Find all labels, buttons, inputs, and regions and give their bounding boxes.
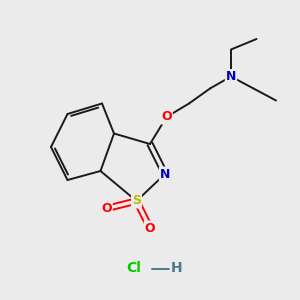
Text: N: N [160,167,170,181]
Text: H: H [171,262,183,275]
Text: O: O [145,221,155,235]
Text: Cl: Cl [126,262,141,275]
Text: S: S [132,194,141,208]
Text: N: N [226,70,236,83]
Text: O: O [101,202,112,215]
Text: O: O [161,110,172,124]
